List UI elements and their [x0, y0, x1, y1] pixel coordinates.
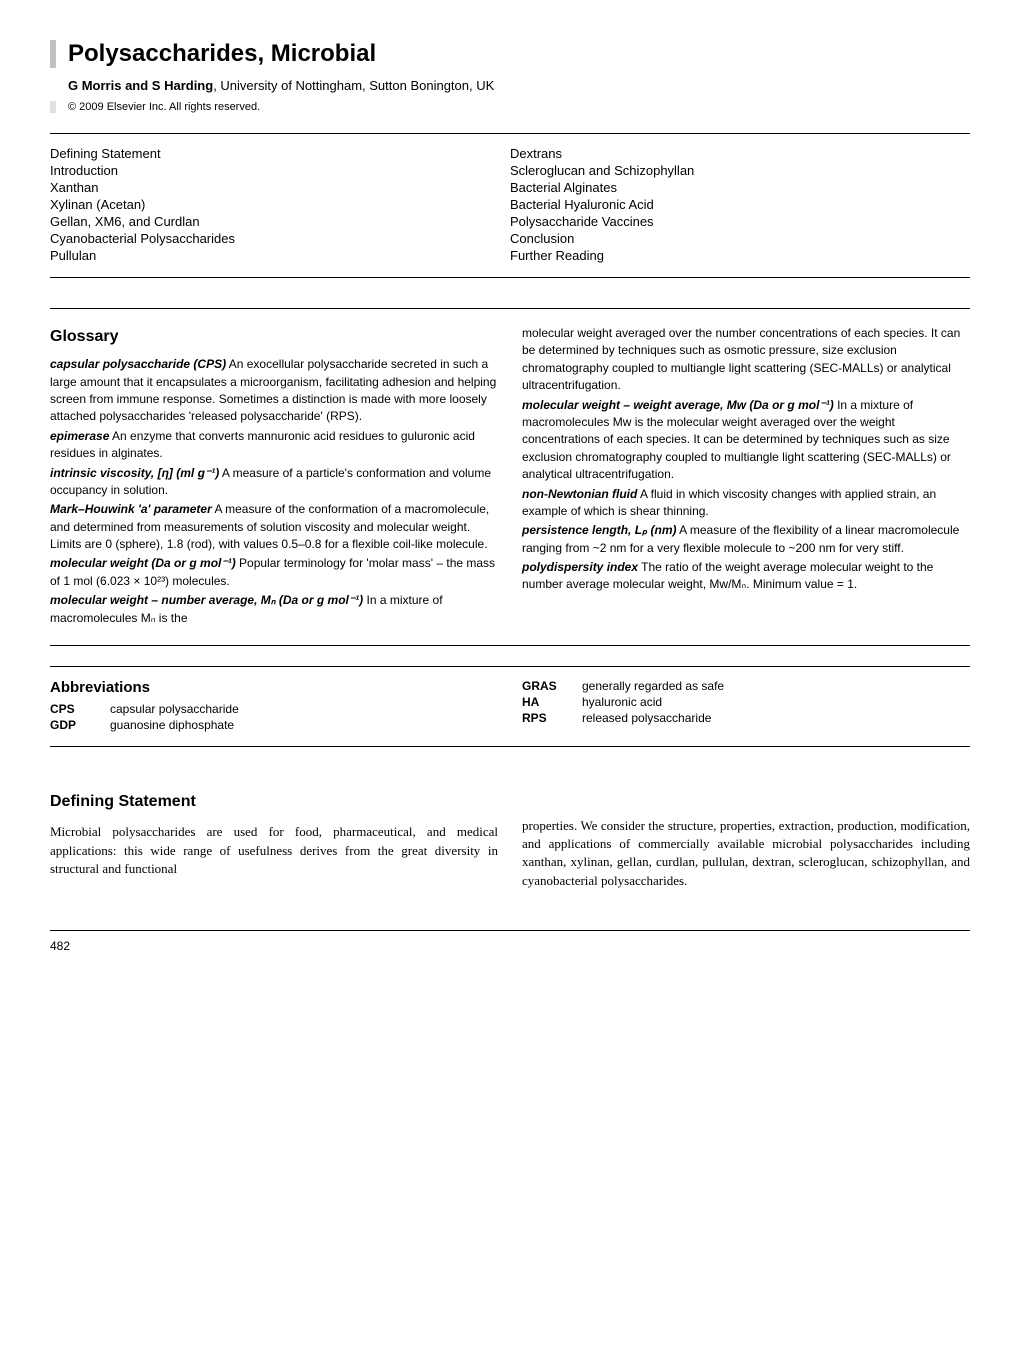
glossary-left-column: Glossary capsular polysaccharide (CPS) A…: [50, 325, 498, 629]
toc-item: Bacterial Alginates: [510, 180, 970, 195]
toc-item: Bacterial Hyaluronic Acid: [510, 197, 970, 212]
abbreviations-heading: Abbreviations: [50, 679, 498, 696]
toc-item: Scleroglucan and Schizophyllan: [510, 163, 970, 178]
body-right-column: properties. We consider the structure, p…: [522, 767, 970, 890]
author-affiliation: , University of Nottingham, Sutton Bonin…: [213, 78, 494, 93]
toc-item: Conclusion: [510, 231, 970, 246]
glossary-entry: molecular weight – weight average, Mw (D…: [522, 397, 970, 484]
glossary-term: polydispersity index: [522, 560, 638, 574]
toc-item: Xylinan (Acetan): [50, 197, 510, 212]
body-paragraph: properties. We consider the structure, p…: [522, 817, 970, 890]
abbreviations-section: Abbreviations CPS capsular polysaccharid…: [50, 666, 970, 747]
toc-item: Introduction: [50, 163, 510, 178]
abbrev-row: GDP guanosine diphosphate: [50, 718, 498, 732]
section-heading: Defining Statement: [50, 791, 498, 813]
authors-line: G Morris and S Harding, University of No…: [50, 78, 970, 93]
toc-item: Xanthan: [50, 180, 510, 195]
page-number: 482: [50, 939, 70, 953]
divider: [50, 133, 970, 134]
glossary-entry: Mark–Houwink 'a' parameter A measure of …: [50, 501, 498, 553]
toc-right-column: Dextrans Scleroglucan and Schizophyllan …: [510, 146, 970, 265]
toc-item: Defining Statement: [50, 146, 510, 161]
table-of-contents: Defining Statement Introduction Xanthan …: [50, 146, 970, 265]
glossary-term: Mark–Houwink 'a' parameter: [50, 502, 212, 516]
abbrev-left-column: Abbreviations CPS capsular polysaccharid…: [50, 679, 498, 734]
copyright-line: © 2009 Elsevier Inc. All rights reserved…: [50, 101, 970, 113]
glossary-entry: molecular weight (Da or g mol⁻¹) Popular…: [50, 555, 498, 590]
glossary-entry: intrinsic viscosity, [η] (ml g⁻¹) A meas…: [50, 465, 498, 500]
glossary-section: Glossary capsular polysaccharide (CPS) A…: [50, 308, 970, 646]
toc-left-column: Defining Statement Introduction Xanthan …: [50, 146, 510, 265]
toc-item: Pullulan: [50, 248, 510, 263]
abbrev-value: hyaluronic acid: [582, 695, 970, 709]
toc-item: Further Reading: [510, 248, 970, 263]
toc-item: Cyanobacterial Polysaccharides: [50, 231, 510, 246]
abbrev-value: guanosine diphosphate: [110, 718, 498, 732]
body-paragraph: Microbial polysaccharides are used for f…: [50, 823, 498, 878]
body-text: Defining Statement Microbial polysacchar…: [50, 767, 970, 890]
glossary-entry: persistence length, Lₚ (nm) A measure of…: [522, 522, 970, 557]
glossary-term: persistence length, Lₚ (nm): [522, 523, 677, 537]
glossary-continuation: molecular weight averaged over the numbe…: [522, 325, 970, 395]
glossary-right-column: molecular weight averaged over the numbe…: [522, 325, 970, 629]
glossary-entry: epimerase An enzyme that converts mannur…: [50, 428, 498, 463]
abbrev-row: HA hyaluronic acid: [522, 695, 970, 709]
abbrev-right-column: GRAS generally regarded as safe HA hyalu…: [522, 679, 970, 734]
glossary-heading: Glossary: [50, 325, 498, 348]
glossary-term: non-Newtonian fluid: [522, 487, 637, 501]
abbrev-key: RPS: [522, 711, 582, 725]
glossary-term: capsular polysaccharide (CPS): [50, 357, 226, 371]
glossary-term: intrinsic viscosity, [η] (ml g⁻¹): [50, 466, 219, 480]
glossary-term: epimerase: [50, 429, 109, 443]
glossary-entry: polydispersity index The ratio of the we…: [522, 559, 970, 594]
toc-item: Polysaccharide Vaccines: [510, 214, 970, 229]
toc-item: Gellan, XM6, and Curdlan: [50, 214, 510, 229]
abbrev-value: released polysaccharide: [582, 711, 970, 725]
abbrev-key: CPS: [50, 702, 110, 716]
glossary-term: molecular weight – weight average, Mw (D…: [522, 398, 834, 412]
glossary-entry: non-Newtonian fluid A fluid in which vis…: [522, 486, 970, 521]
abbrev-row: RPS released polysaccharide: [522, 711, 970, 725]
glossary-term: molecular weight – number average, Mₙ (D…: [50, 593, 363, 607]
body-left-column: Defining Statement Microbial polysacchar…: [50, 767, 498, 890]
abbrev-row: CPS capsular polysaccharide: [50, 702, 498, 716]
toc-item: Dextrans: [510, 146, 970, 161]
author-names: G Morris and S Harding: [68, 78, 213, 93]
abbrev-key: GDP: [50, 718, 110, 732]
glossary-definition: An enzyme that converts mannuronic acid …: [50, 429, 475, 460]
page-footer: 482: [50, 930, 970, 953]
glossary-entry: capsular polysaccharide (CPS) An exocell…: [50, 356, 498, 426]
article-title: Polysaccharides, Microbial: [50, 40, 970, 68]
glossary-term: molecular weight (Da or g mol⁻¹): [50, 556, 236, 570]
abbrev-key: GRAS: [522, 679, 582, 693]
abbrev-key: HA: [522, 695, 582, 709]
divider: [50, 277, 970, 278]
glossary-entry: molecular weight – number average, Mₙ (D…: [50, 592, 498, 627]
abbrev-value: generally regarded as safe: [582, 679, 970, 693]
abbrev-row: GRAS generally regarded as safe: [522, 679, 970, 693]
abbrev-value: capsular polysaccharide: [110, 702, 498, 716]
